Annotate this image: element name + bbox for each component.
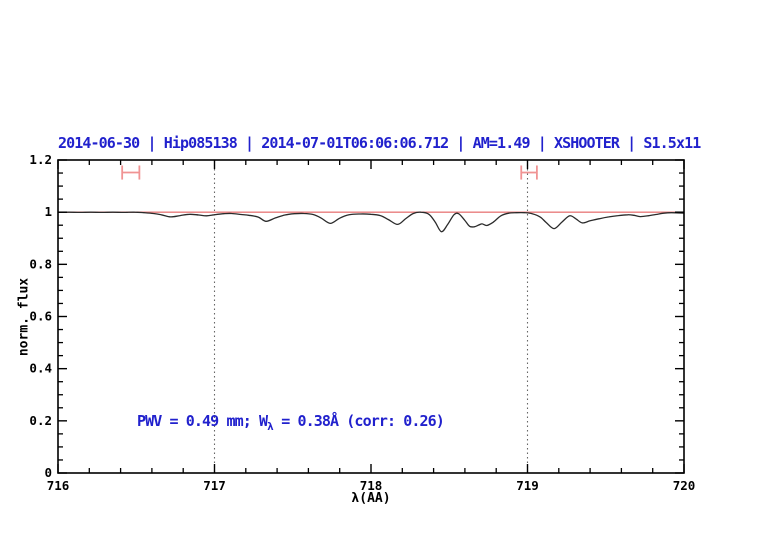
- y-tick-label: 0.6: [29, 309, 52, 324]
- pwv-annotation-prefix: PWV = 0.49 mm; W: [137, 412, 268, 430]
- spectrum-line: [57, 211, 685, 233]
- x-tick-label: 718: [360, 478, 383, 493]
- x-tick-label: 717: [203, 478, 226, 493]
- y-axis-label: norm. flux: [16, 277, 32, 357]
- x-tick-label: 716: [47, 478, 70, 493]
- chart-title: 2014-06-30 | Hip085138 | 2014-07-01T06:0…: [58, 134, 701, 152]
- x-tick-label: 720: [673, 478, 696, 493]
- y-tick-label: 0.4: [29, 361, 52, 376]
- x-tick-label: 719: [516, 478, 539, 493]
- x-axis-label: λ(AA): [351, 491, 391, 506]
- y-tick-label: 0.2: [29, 413, 52, 428]
- y-tick-label: 0.8: [29, 256, 52, 271]
- y-tick-label: 1: [44, 204, 52, 219]
- pwv-annotation: PWV = 0.49 mm; Wλ = 0.38Å (corr: 0.26): [137, 412, 445, 433]
- pwv-annotation-lambda-subscript: λ: [267, 420, 274, 433]
- y-tick-label: 0: [44, 465, 52, 480]
- y-tick-label: 1.2: [29, 152, 52, 167]
- pwv-annotation-suffix: = 0.38Å (corr: 0.26): [273, 412, 445, 430]
